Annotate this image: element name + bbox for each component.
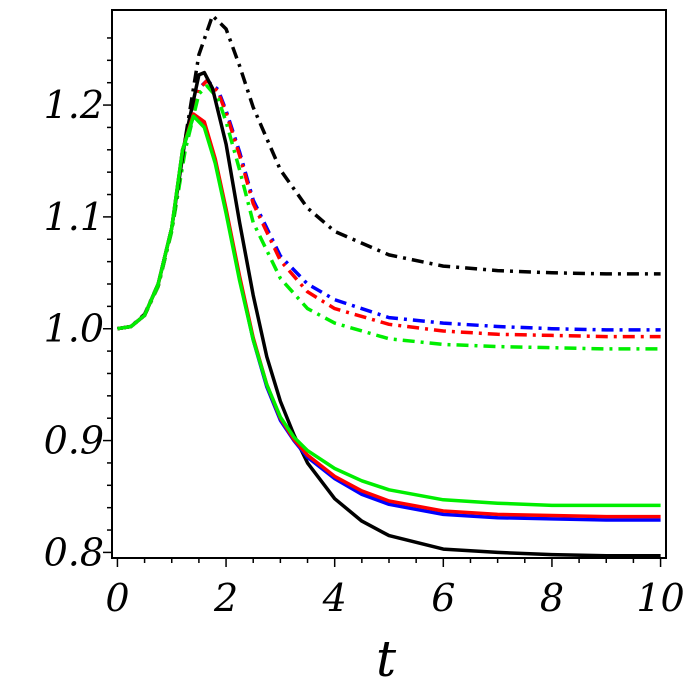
plot-lines	[117, 13, 661, 558]
series-line-7	[117, 112, 661, 519]
x-axis-label: t	[376, 630, 397, 688]
axis-ticks	[103, 37, 662, 567]
x-tick-label: 0	[105, 576, 129, 620]
series-line-5	[117, 70, 661, 558]
x-tick-labels: 0 2 4 6 8 10	[105, 576, 684, 620]
series-line-8	[117, 114, 661, 508]
series-line-4	[117, 84, 661, 351]
y-tick-label: 1.0	[44, 307, 104, 351]
y-tick-label: 0.9	[44, 419, 104, 463]
x-tick-label: 2	[213, 576, 238, 620]
y-tick-label: 1.2	[44, 83, 104, 127]
y-tick-label: 1.1	[44, 195, 104, 239]
x-tick-label: 6	[431, 576, 455, 620]
x-tick-label: 10	[636, 576, 684, 620]
series-line-1	[117, 13, 661, 331]
y-tick-label: 0.8	[44, 530, 104, 574]
x-tick-label: 4	[322, 576, 347, 620]
x-tick-label: 8	[540, 576, 564, 620]
y-tick-labels: 0.8 0.9 1.0 1.1 1.2	[44, 83, 104, 574]
